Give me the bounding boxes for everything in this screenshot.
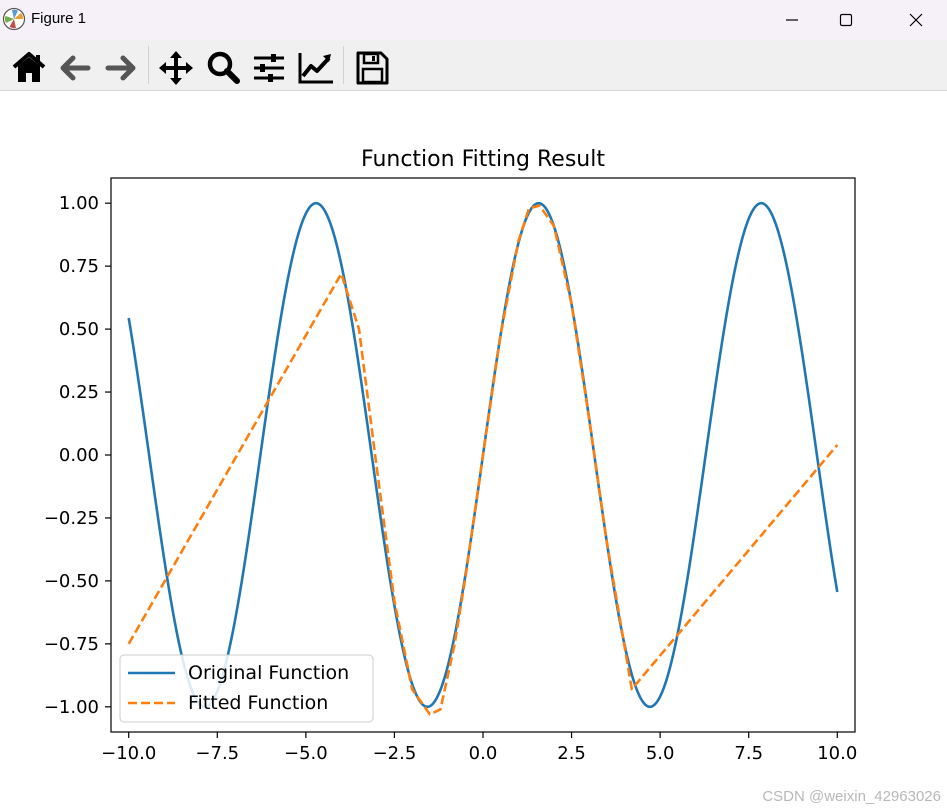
y-tick-label: 0.50: [59, 319, 99, 340]
edit-axes-icon: [298, 53, 333, 84]
legend-label: Original Function: [188, 662, 349, 684]
x-tick-label: 0.0: [469, 743, 498, 764]
minimize-icon: [786, 19, 798, 21]
y-tick-label: −1.00: [44, 697, 99, 718]
figure-canvas[interactable]: Function Fitting Result −10.0 −7.5 −5.0 −2.…: [0, 91, 947, 809]
minimize-button[interactable]: [769, 0, 815, 40]
x-tick-label: −5.0: [284, 743, 328, 764]
chart: Function Fitting Result −10.0 −7.5 −5.0 −2.…: [44, 147, 857, 764]
save-button[interactable]: [354, 50, 390, 86]
zoom-button[interactable]: [205, 50, 241, 86]
x-tick-label: −2.5: [373, 743, 417, 764]
axes-frame: [110, 177, 856, 733]
forward-button[interactable]: [103, 50, 139, 86]
pan-button[interactable]: [158, 50, 194, 86]
y-tick-label: 0.75: [59, 256, 99, 277]
configure-subplots-button[interactable]: [251, 50, 287, 86]
x-tick-label: 7.5: [734, 743, 763, 764]
x-tick-label: 2.5: [557, 743, 586, 764]
y-tick-label: 0.25: [59, 382, 99, 403]
legend-label: Fitted Function: [188, 692, 328, 714]
zoom-icon: [207, 51, 240, 84]
y-tick-label: −0.25: [44, 508, 99, 529]
legend: [119, 654, 374, 723]
save-icon: [356, 51, 389, 85]
edit-axes-button[interactable]: [298, 50, 334, 86]
home-icon: [12, 52, 46, 82]
matplotlib-logo-icon: [2, 7, 26, 31]
y-tick-label: −0.75: [44, 634, 99, 655]
pan-icon: [159, 51, 193, 85]
navigation-toolbar: [0, 40, 947, 91]
maximize-icon: [839, 13, 853, 27]
y-tick-label: 0.00: [59, 445, 99, 466]
close-button[interactable]: [893, 0, 939, 40]
x-tick-label: −7.5: [195, 743, 239, 764]
window-title: Figure 1: [31, 10, 87, 27]
window-titlebar: Figure 1: [0, 0, 947, 40]
toolbar-separator: [148, 46, 149, 84]
back-button[interactable]: [57, 50, 93, 86]
y-tick-label: 1.00: [59, 193, 99, 214]
back-arrow-icon: [60, 55, 91, 81]
toolbar-separator: [343, 46, 344, 84]
close-icon: [909, 13, 923, 27]
maximize-button[interactable]: [823, 0, 869, 40]
x-tick-label: −10.0: [101, 743, 156, 764]
forward-arrow-icon: [105, 55, 136, 81]
x-tick-label: 5.0: [646, 743, 675, 764]
chart-title: Function Fitting Result: [361, 147, 605, 172]
y-tick-label: −0.50: [44, 571, 99, 592]
x-tick-label: 10.0: [817, 743, 857, 764]
series-fitted-function-line: [127, 204, 839, 716]
home-button[interactable]: [11, 50, 47, 86]
watermark: CSDN @weixin_42963026: [762, 788, 941, 805]
subplots-config-icon: [254, 54, 284, 82]
